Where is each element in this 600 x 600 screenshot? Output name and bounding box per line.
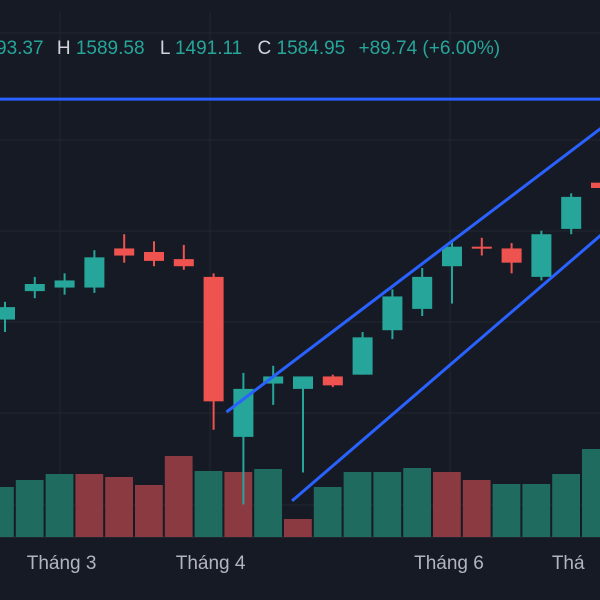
candle bbox=[322, 374, 343, 388]
candle-body bbox=[114, 248, 135, 256]
volume-bar bbox=[373, 472, 402, 537]
candle-body bbox=[263, 376, 284, 384]
volume-bar bbox=[135, 485, 163, 537]
candle-body bbox=[501, 248, 522, 263]
volume-bar bbox=[15, 480, 44, 537]
volume-bar bbox=[75, 474, 104, 537]
change-value: +89.74 (+6.00%) bbox=[359, 38, 501, 59]
candle bbox=[412, 268, 433, 316]
candle bbox=[84, 250, 105, 293]
candle bbox=[501, 243, 522, 274]
candle-body bbox=[591, 182, 600, 188]
candle bbox=[233, 372, 254, 505]
candle-body bbox=[322, 376, 343, 386]
candle-body bbox=[293, 376, 313, 389]
candle bbox=[173, 244, 194, 270]
volume-bar bbox=[164, 456, 193, 537]
volume-bar bbox=[45, 474, 74, 537]
candle bbox=[144, 241, 164, 267]
candle bbox=[382, 289, 403, 340]
drawings[interactable] bbox=[0, 97, 600, 503]
svg-text:93.37 H 1589.58: 93.37 H 1589.58 L 1491.11 C 1584.95 +89.… bbox=[0, 38, 500, 59]
volume-bar bbox=[492, 484, 521, 537]
volume-bar bbox=[582, 449, 600, 537]
candle-body bbox=[382, 296, 403, 331]
candle bbox=[293, 376, 313, 473]
candle-body bbox=[0, 307, 15, 320]
candle bbox=[561, 193, 582, 235]
volume-bar bbox=[224, 472, 253, 537]
x-tick-label: Thá bbox=[552, 553, 585, 574]
volume-bar bbox=[105, 477, 133, 537]
high-label: H bbox=[57, 38, 71, 59]
candle-body bbox=[24, 284, 45, 292]
volume-bar bbox=[343, 472, 372, 537]
ohlc-legend: 93.37 H 1589.58 L 1491.11 C 1584.95 +89.… bbox=[0, 38, 500, 59]
volume-bar bbox=[403, 468, 431, 537]
volume-bar bbox=[552, 474, 580, 537]
x-tick-label: Tháng 3 bbox=[27, 553, 97, 574]
x-axis: Tháng 3 Tháng 4 Tháng 6 Thá bbox=[27, 553, 585, 574]
candle bbox=[531, 230, 552, 281]
volume-bar bbox=[433, 472, 461, 537]
volume-bars bbox=[0, 449, 600, 537]
candle bbox=[0, 301, 15, 332]
volume-bar bbox=[0, 487, 14, 537]
candle bbox=[54, 273, 75, 295]
candle-body bbox=[442, 246, 462, 267]
candles bbox=[0, 182, 600, 505]
open-value: 93.37 bbox=[0, 38, 44, 59]
low-value: 1491.11 bbox=[175, 38, 242, 59]
candle-body bbox=[561, 196, 582, 229]
candle-body bbox=[531, 234, 552, 277]
candle-body bbox=[203, 276, 224, 402]
candle-body bbox=[233, 388, 254, 437]
candle bbox=[24, 276, 45, 299]
candle bbox=[352, 332, 373, 375]
high-value: 1589.58 bbox=[76, 38, 145, 59]
volume-bar bbox=[522, 484, 551, 537]
candle-body bbox=[84, 257, 105, 288]
candle-body bbox=[471, 246, 492, 249]
candle bbox=[263, 365, 284, 405]
volume-bar bbox=[462, 480, 491, 537]
candle bbox=[471, 237, 492, 256]
volume-bar bbox=[254, 469, 282, 537]
volume-bar bbox=[284, 519, 312, 537]
candle-body bbox=[352, 337, 373, 375]
volume-bar bbox=[313, 487, 342, 537]
candle bbox=[203, 273, 224, 430]
candle-body bbox=[173, 259, 194, 267]
x-tick-label: Tháng 4 bbox=[176, 553, 246, 574]
volume-bar bbox=[194, 471, 223, 537]
candle bbox=[114, 234, 135, 263]
candle bbox=[591, 182, 600, 188]
candle-body bbox=[54, 280, 75, 288]
candle-body bbox=[144, 252, 164, 261]
low-label: L bbox=[160, 38, 170, 59]
trend-line[interactable] bbox=[291, 233, 600, 503]
x-tick-label: Tháng 6 bbox=[414, 553, 484, 574]
close-label: C bbox=[258, 38, 272, 59]
candle-body bbox=[412, 276, 433, 309]
close-value: 1584.95 bbox=[277, 38, 346, 59]
candle bbox=[442, 241, 462, 304]
trend-line[interactable] bbox=[225, 127, 600, 414]
